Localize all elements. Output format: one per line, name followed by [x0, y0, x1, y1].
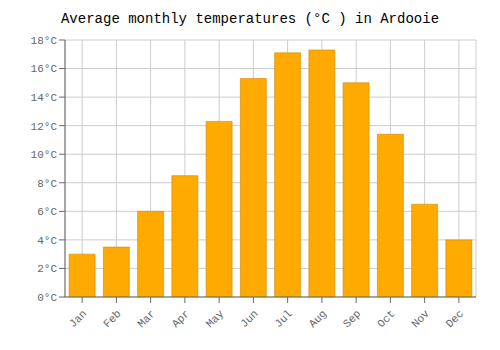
- svg-text:0°C: 0°C: [37, 292, 57, 304]
- svg-text:May: May: [204, 307, 227, 330]
- svg-text:2°C: 2°C: [37, 263, 57, 275]
- svg-text:Aug: Aug: [307, 308, 329, 330]
- svg-text:Sep: Sep: [341, 308, 363, 330]
- svg-text:Jul: Jul: [272, 308, 294, 330]
- svg-text:Feb: Feb: [101, 308, 123, 330]
- svg-text:Jan: Jan: [67, 308, 89, 330]
- svg-text:Dec: Dec: [444, 308, 466, 330]
- svg-text:Apr: Apr: [170, 308, 192, 330]
- svg-text:Oct: Oct: [375, 308, 397, 330]
- svg-text:Jun: Jun: [238, 308, 260, 330]
- svg-text:Mar: Mar: [135, 308, 157, 330]
- svg-text:6°C: 6°C: [37, 206, 57, 218]
- svg-text:8°C: 8°C: [37, 178, 57, 190]
- svg-text:14°C: 14°C: [31, 92, 58, 104]
- svg-text:12°C: 12°C: [31, 121, 58, 133]
- svg-text:18°C: 18°C: [31, 35, 58, 47]
- svg-text:10°C: 10°C: [31, 149, 58, 161]
- svg-text:16°C: 16°C: [31, 63, 58, 75]
- html-text:Average monthly temperatures (: Average monthly temperatures (°C ) in Ar…: [61, 11, 439, 27]
- svg-text:Nov: Nov: [409, 307, 432, 330]
- svg-text:4°C: 4°C: [37, 235, 57, 247]
